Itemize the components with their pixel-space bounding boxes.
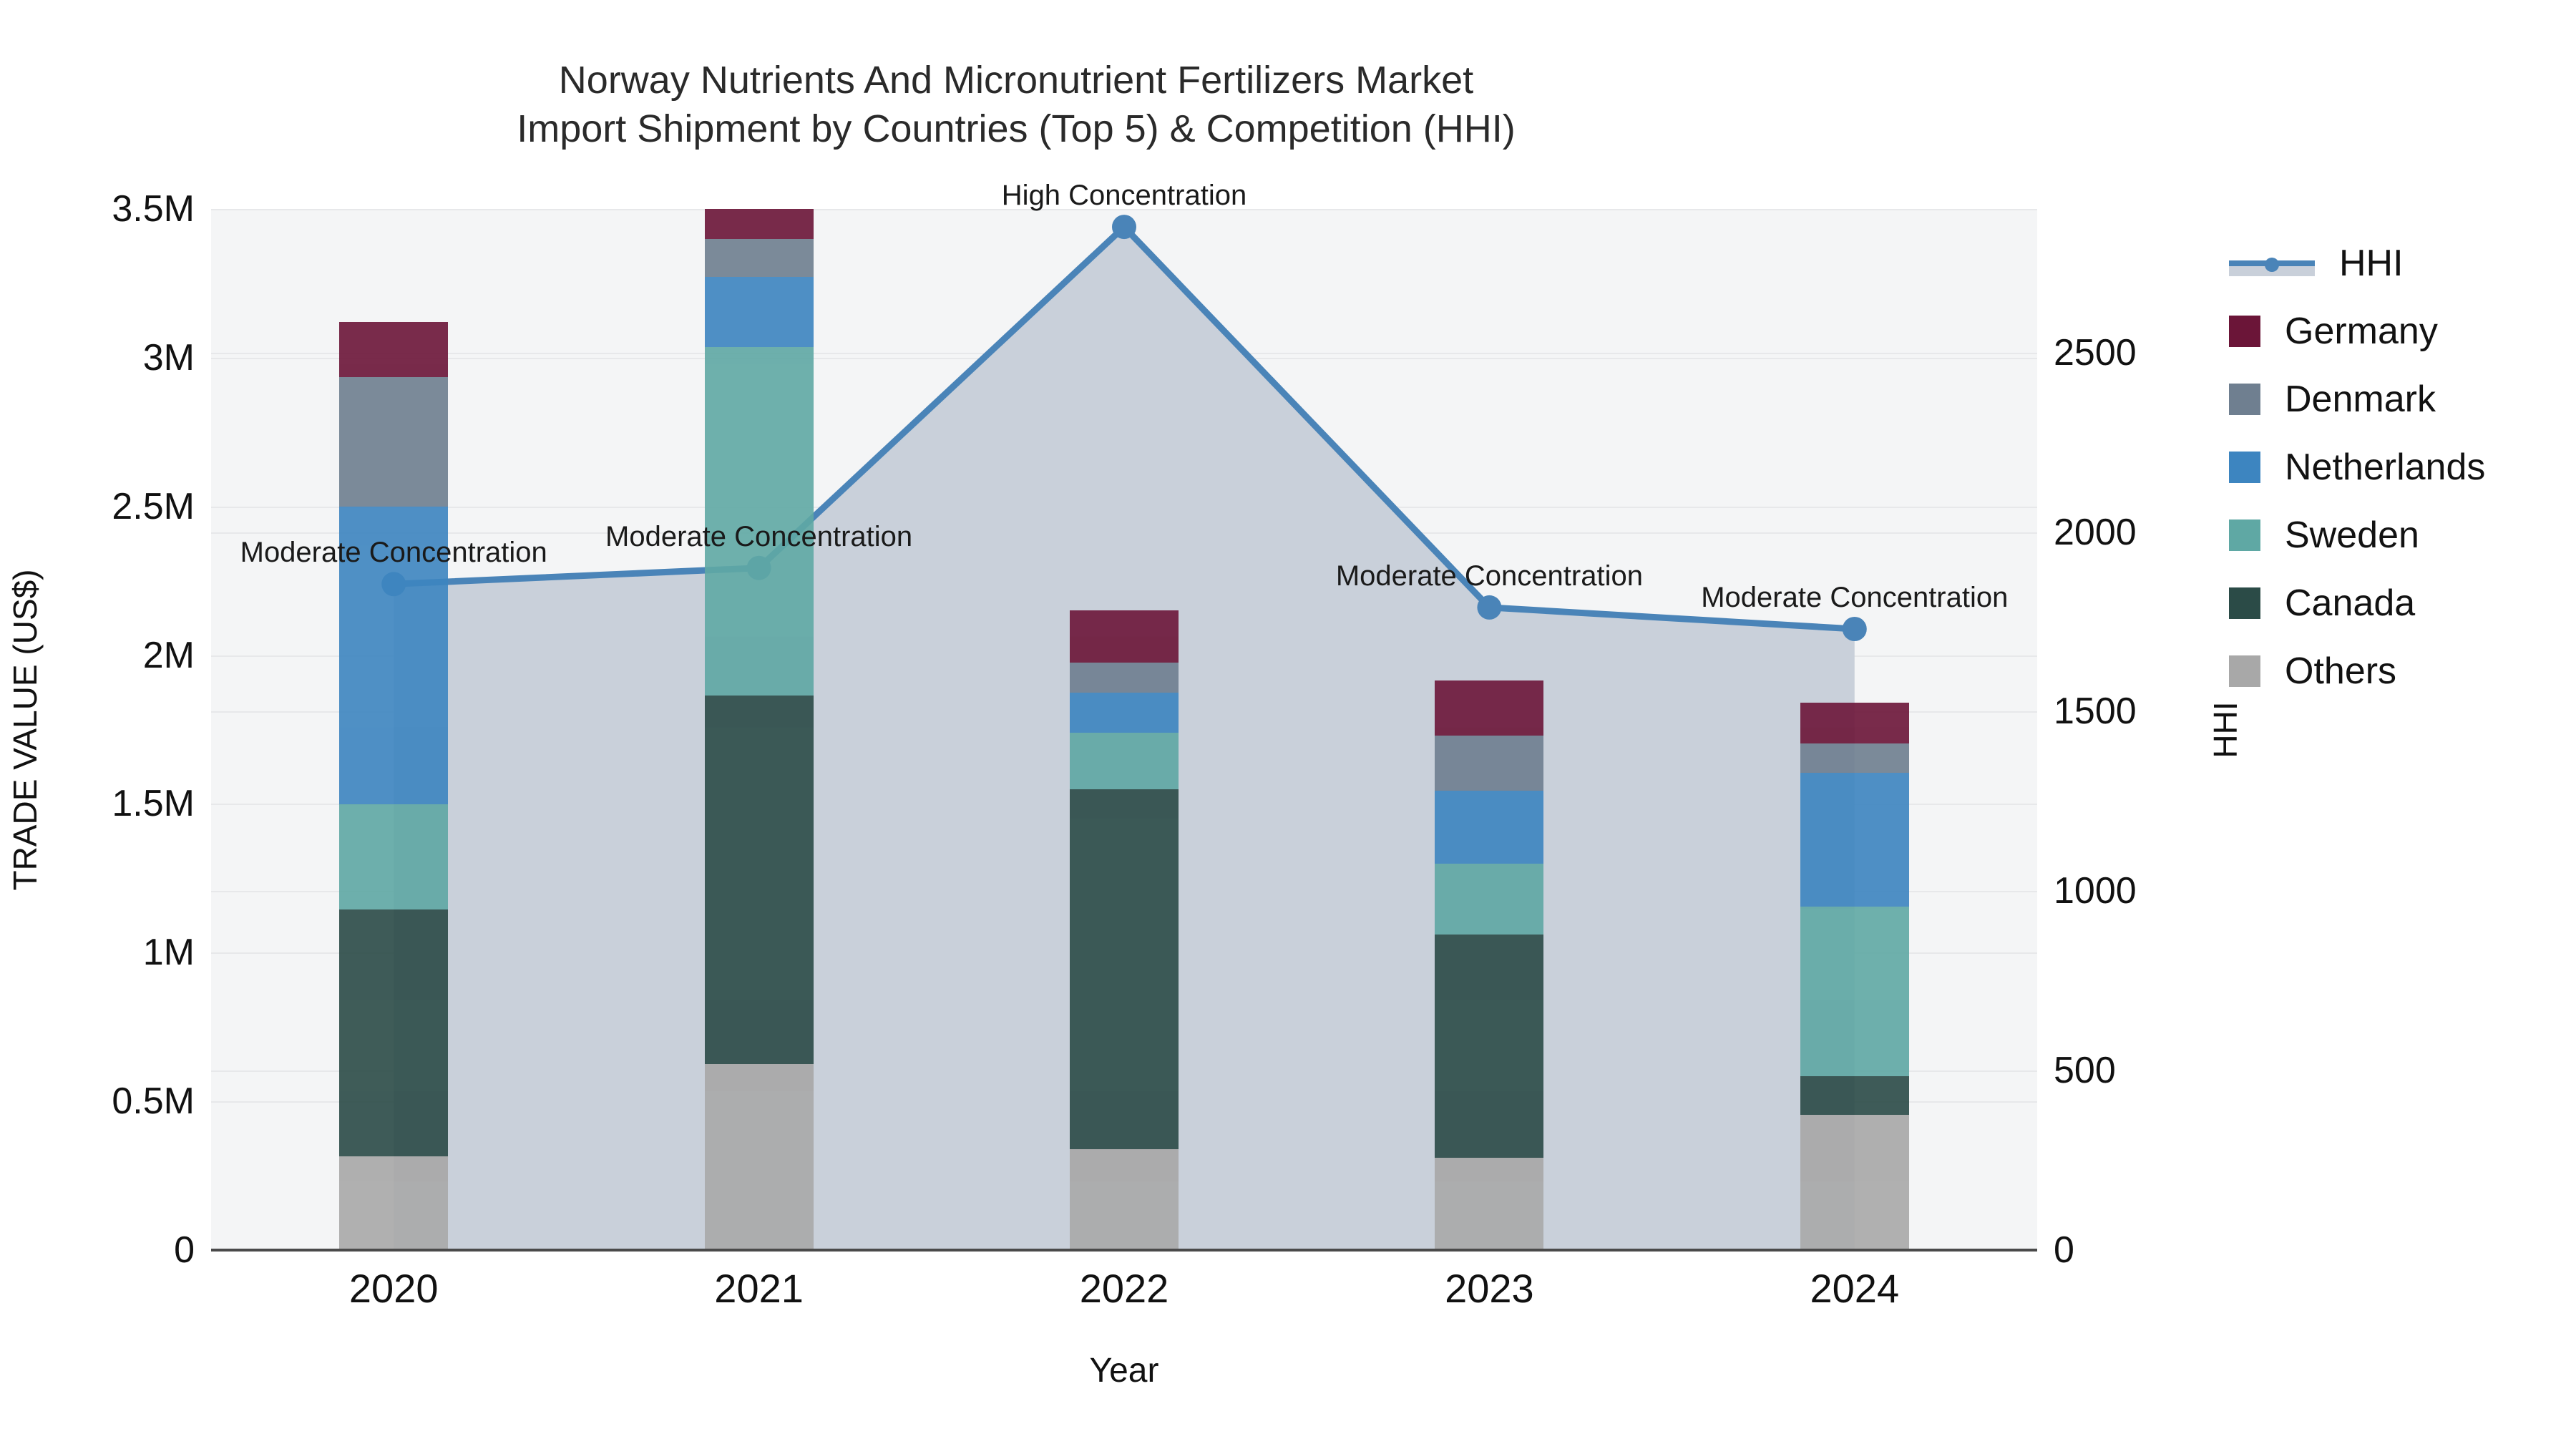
bar-segment-netherlands[interactable] bbox=[704, 276, 814, 348]
bar-segment-netherlands[interactable] bbox=[1435, 790, 1544, 864]
bar-segment-denmark[interactable] bbox=[339, 376, 449, 507]
bar-segment-germany[interactable] bbox=[1070, 610, 1179, 663]
bar-segment-denmark[interactable] bbox=[1070, 662, 1179, 693]
legend-item-label: Others bbox=[2285, 650, 2397, 692]
bar-segment-others[interactable] bbox=[1435, 1158, 1544, 1250]
y-axis-left-tick: 3.5M bbox=[112, 188, 195, 230]
y-axis-left-tick: 0.5M bbox=[112, 1080, 195, 1123]
x-axis-tick-2023: 2023 bbox=[1445, 1266, 1534, 1311]
bar-stack-2020[interactable] bbox=[339, 321, 449, 1250]
legend-swatch-icon bbox=[2229, 519, 2260, 551]
x-axis-line bbox=[211, 1249, 2037, 1252]
legend-item-label: Sweden bbox=[2285, 514, 2419, 556]
bar-segment-sweden[interactable] bbox=[339, 804, 449, 910]
annotation-2023: Moderate Concentration bbox=[1335, 560, 1643, 592]
y-axis-left-tick: 0 bbox=[174, 1229, 195, 1271]
annotation-2021: Moderate Concentration bbox=[605, 520, 913, 552]
bar-segment-others[interactable] bbox=[339, 1156, 449, 1250]
legend: HHI Germany Denmark Netherlands Sweden Canada… bbox=[2229, 229, 2565, 705]
gridline bbox=[211, 209, 2037, 210]
bar-stack-2022[interactable] bbox=[1070, 610, 1179, 1250]
hhi-marker[interactable] bbox=[1842, 617, 1867, 642]
annotation-2024: Moderate Concentration bbox=[1701, 582, 2009, 614]
bar-segment-sweden[interactable] bbox=[1435, 863, 1544, 935]
bar-segment-canada[interactable] bbox=[704, 695, 814, 1065]
bar-segment-canada[interactable] bbox=[1800, 1075, 1909, 1115]
bar-stack-2024[interactable] bbox=[1800, 703, 1909, 1250]
legend-item-hhi[interactable]: HHI bbox=[2229, 229, 2565, 297]
y-axis-left-tick: 2.5M bbox=[112, 485, 195, 527]
chart-title-line-1: Norway Nutrients And Micronutrient Ferti… bbox=[558, 59, 1474, 102]
legend-line-marker-icon bbox=[2229, 248, 2315, 279]
plot-area bbox=[211, 209, 2037, 1250]
x-axis-tick-2022: 2022 bbox=[1079, 1266, 1169, 1311]
legend-item-label: Netherlands bbox=[2285, 446, 2486, 488]
x-axis-label: Year bbox=[1089, 1352, 1159, 1390]
y-axis-right-tick: 500 bbox=[2054, 1050, 2116, 1092]
bar-segment-sweden[interactable] bbox=[704, 347, 814, 696]
legend-swatch-icon bbox=[2229, 451, 2260, 483]
y-axis-left-tick: 1M bbox=[142, 932, 195, 974]
legend-line-dot-icon bbox=[2265, 257, 2279, 272]
annotation-2020: Moderate Concentration bbox=[240, 537, 547, 569]
bar-segment-denmark[interactable] bbox=[1435, 735, 1544, 791]
chart-title-line-2: Import Shipment by Countries (Top 5) & C… bbox=[517, 107, 1516, 151]
legend-item-denmark[interactable]: Denmark bbox=[2229, 365, 2565, 433]
y-axis-left-label: TRADE VALUE (US$) bbox=[6, 568, 44, 891]
bar-segment-netherlands[interactable] bbox=[1800, 772, 1909, 907]
annotation-2022: High Concentration bbox=[1001, 180, 1247, 212]
chart-title: Norway Nutrients And Micronutrient Ferti… bbox=[0, 56, 2032, 153]
bar-segment-sweden[interactable] bbox=[1070, 732, 1179, 789]
bar-segment-others[interactable] bbox=[1070, 1148, 1179, 1250]
bar-segment-netherlands[interactable] bbox=[339, 507, 449, 804]
legend-swatch-icon bbox=[2229, 315, 2260, 347]
y-axis-right-tick: 0 bbox=[2054, 1229, 2074, 1271]
hhi-marker[interactable] bbox=[1112, 215, 1136, 240]
legend-item-germany[interactable]: Germany bbox=[2229, 297, 2565, 365]
y-axis-right-label: HHI bbox=[2207, 701, 2244, 758]
hhi-marker[interactable] bbox=[1477, 595, 1502, 620]
bar-segment-canada[interactable] bbox=[1070, 789, 1179, 1149]
bar-segment-germany[interactable] bbox=[1435, 680, 1544, 736]
x-axis-tick-2024: 2024 bbox=[1810, 1266, 1900, 1311]
x-axis-tick-2020: 2020 bbox=[348, 1266, 439, 1311]
bar-stack-2021[interactable] bbox=[704, 209, 814, 1250]
bar-segment-netherlands[interactable] bbox=[1070, 692, 1179, 733]
bar-segment-canada[interactable] bbox=[1435, 935, 1544, 1158]
y-axis-right-tick: 2500 bbox=[2054, 331, 2137, 374]
legend-swatch-icon bbox=[2229, 383, 2260, 415]
bar-segment-denmark[interactable] bbox=[1800, 743, 1909, 773]
bar-stack-2023[interactable] bbox=[1435, 680, 1544, 1250]
bar-segment-denmark[interactable] bbox=[704, 239, 814, 277]
y-axis-left-tick: 2M bbox=[142, 634, 195, 676]
bar-segment-germany[interactable] bbox=[704, 209, 814, 240]
bar-segment-germany[interactable] bbox=[1800, 703, 1909, 744]
legend-item-canada[interactable]: Canada bbox=[2229, 569, 2565, 637]
y-axis-right-tick: 1000 bbox=[2054, 870, 2137, 912]
legend-item-label: Canada bbox=[2285, 582, 2416, 624]
legend-item-label: Denmark bbox=[2285, 378, 2436, 420]
legend-item-sweden[interactable]: Sweden bbox=[2229, 501, 2565, 569]
bar-segment-germany[interactable] bbox=[339, 321, 449, 377]
legend-item-label: Germany bbox=[2285, 310, 2438, 352]
bar-segment-canada[interactable] bbox=[339, 909, 449, 1157]
x-axis-tick-2021: 2021 bbox=[714, 1266, 804, 1311]
legend-swatch-icon bbox=[2229, 587, 2260, 619]
legend-item-label: HHI bbox=[2339, 242, 2404, 284]
y-axis-left-tick: 1.5M bbox=[112, 783, 195, 825]
legend-swatch-icon bbox=[2229, 655, 2260, 687]
bar-segment-others[interactable] bbox=[704, 1064, 814, 1250]
plot-inner bbox=[211, 209, 2037, 1250]
bar-segment-sweden[interactable] bbox=[1800, 906, 1909, 1076]
legend-item-netherlands[interactable]: Netherlands bbox=[2229, 433, 2565, 501]
y-axis-right-tick: 1500 bbox=[2054, 691, 2137, 733]
bar-segment-others[interactable] bbox=[1800, 1114, 1909, 1250]
y-axis-left-tick: 3M bbox=[142, 336, 195, 379]
legend-item-others[interactable]: Others bbox=[2229, 637, 2565, 705]
y-axis-right-tick: 2000 bbox=[2054, 511, 2137, 553]
